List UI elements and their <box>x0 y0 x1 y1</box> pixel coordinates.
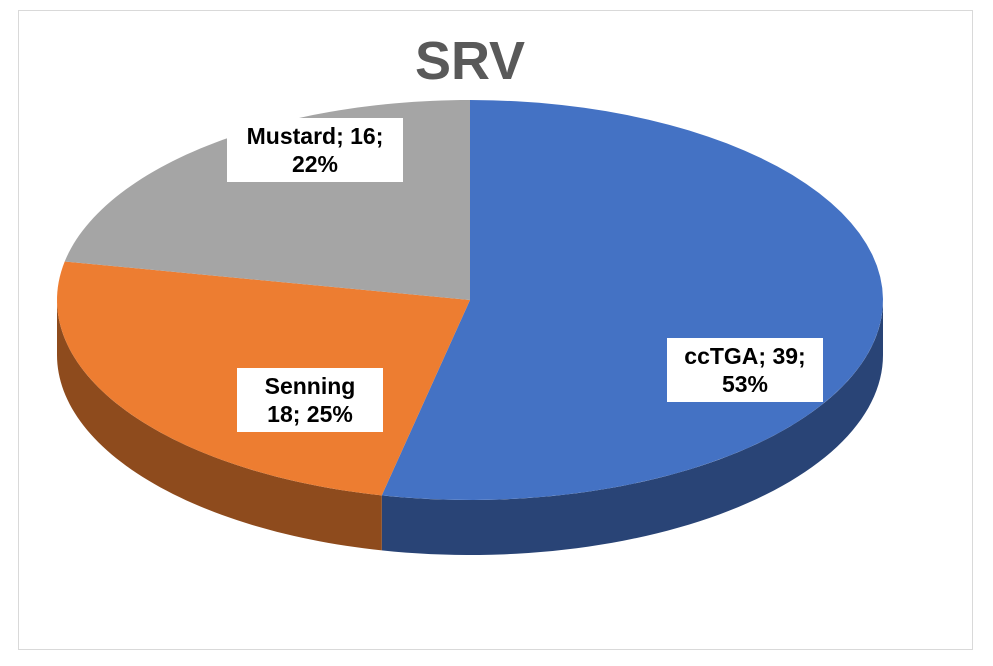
data-label: ccTGA; 39; 53% <box>667 338 823 402</box>
pie-side <box>57 300 382 551</box>
pie-side <box>381 300 883 555</box>
data-label: Mustard; 16; 22% <box>227 118 403 182</box>
chart-title: SRV <box>414 31 526 91</box>
data-label: Senning 18; 25% <box>237 368 383 432</box>
chart-frame <box>18 10 973 650</box>
